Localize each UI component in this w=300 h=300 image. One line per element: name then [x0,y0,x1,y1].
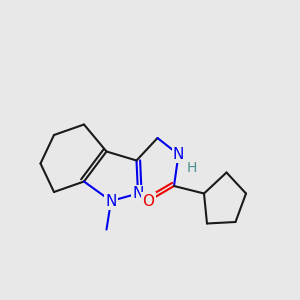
Text: H: H [187,161,197,175]
Text: O: O [142,194,154,208]
Text: N: N [132,186,144,201]
Text: N: N [173,147,184,162]
Text: N: N [105,194,117,208]
